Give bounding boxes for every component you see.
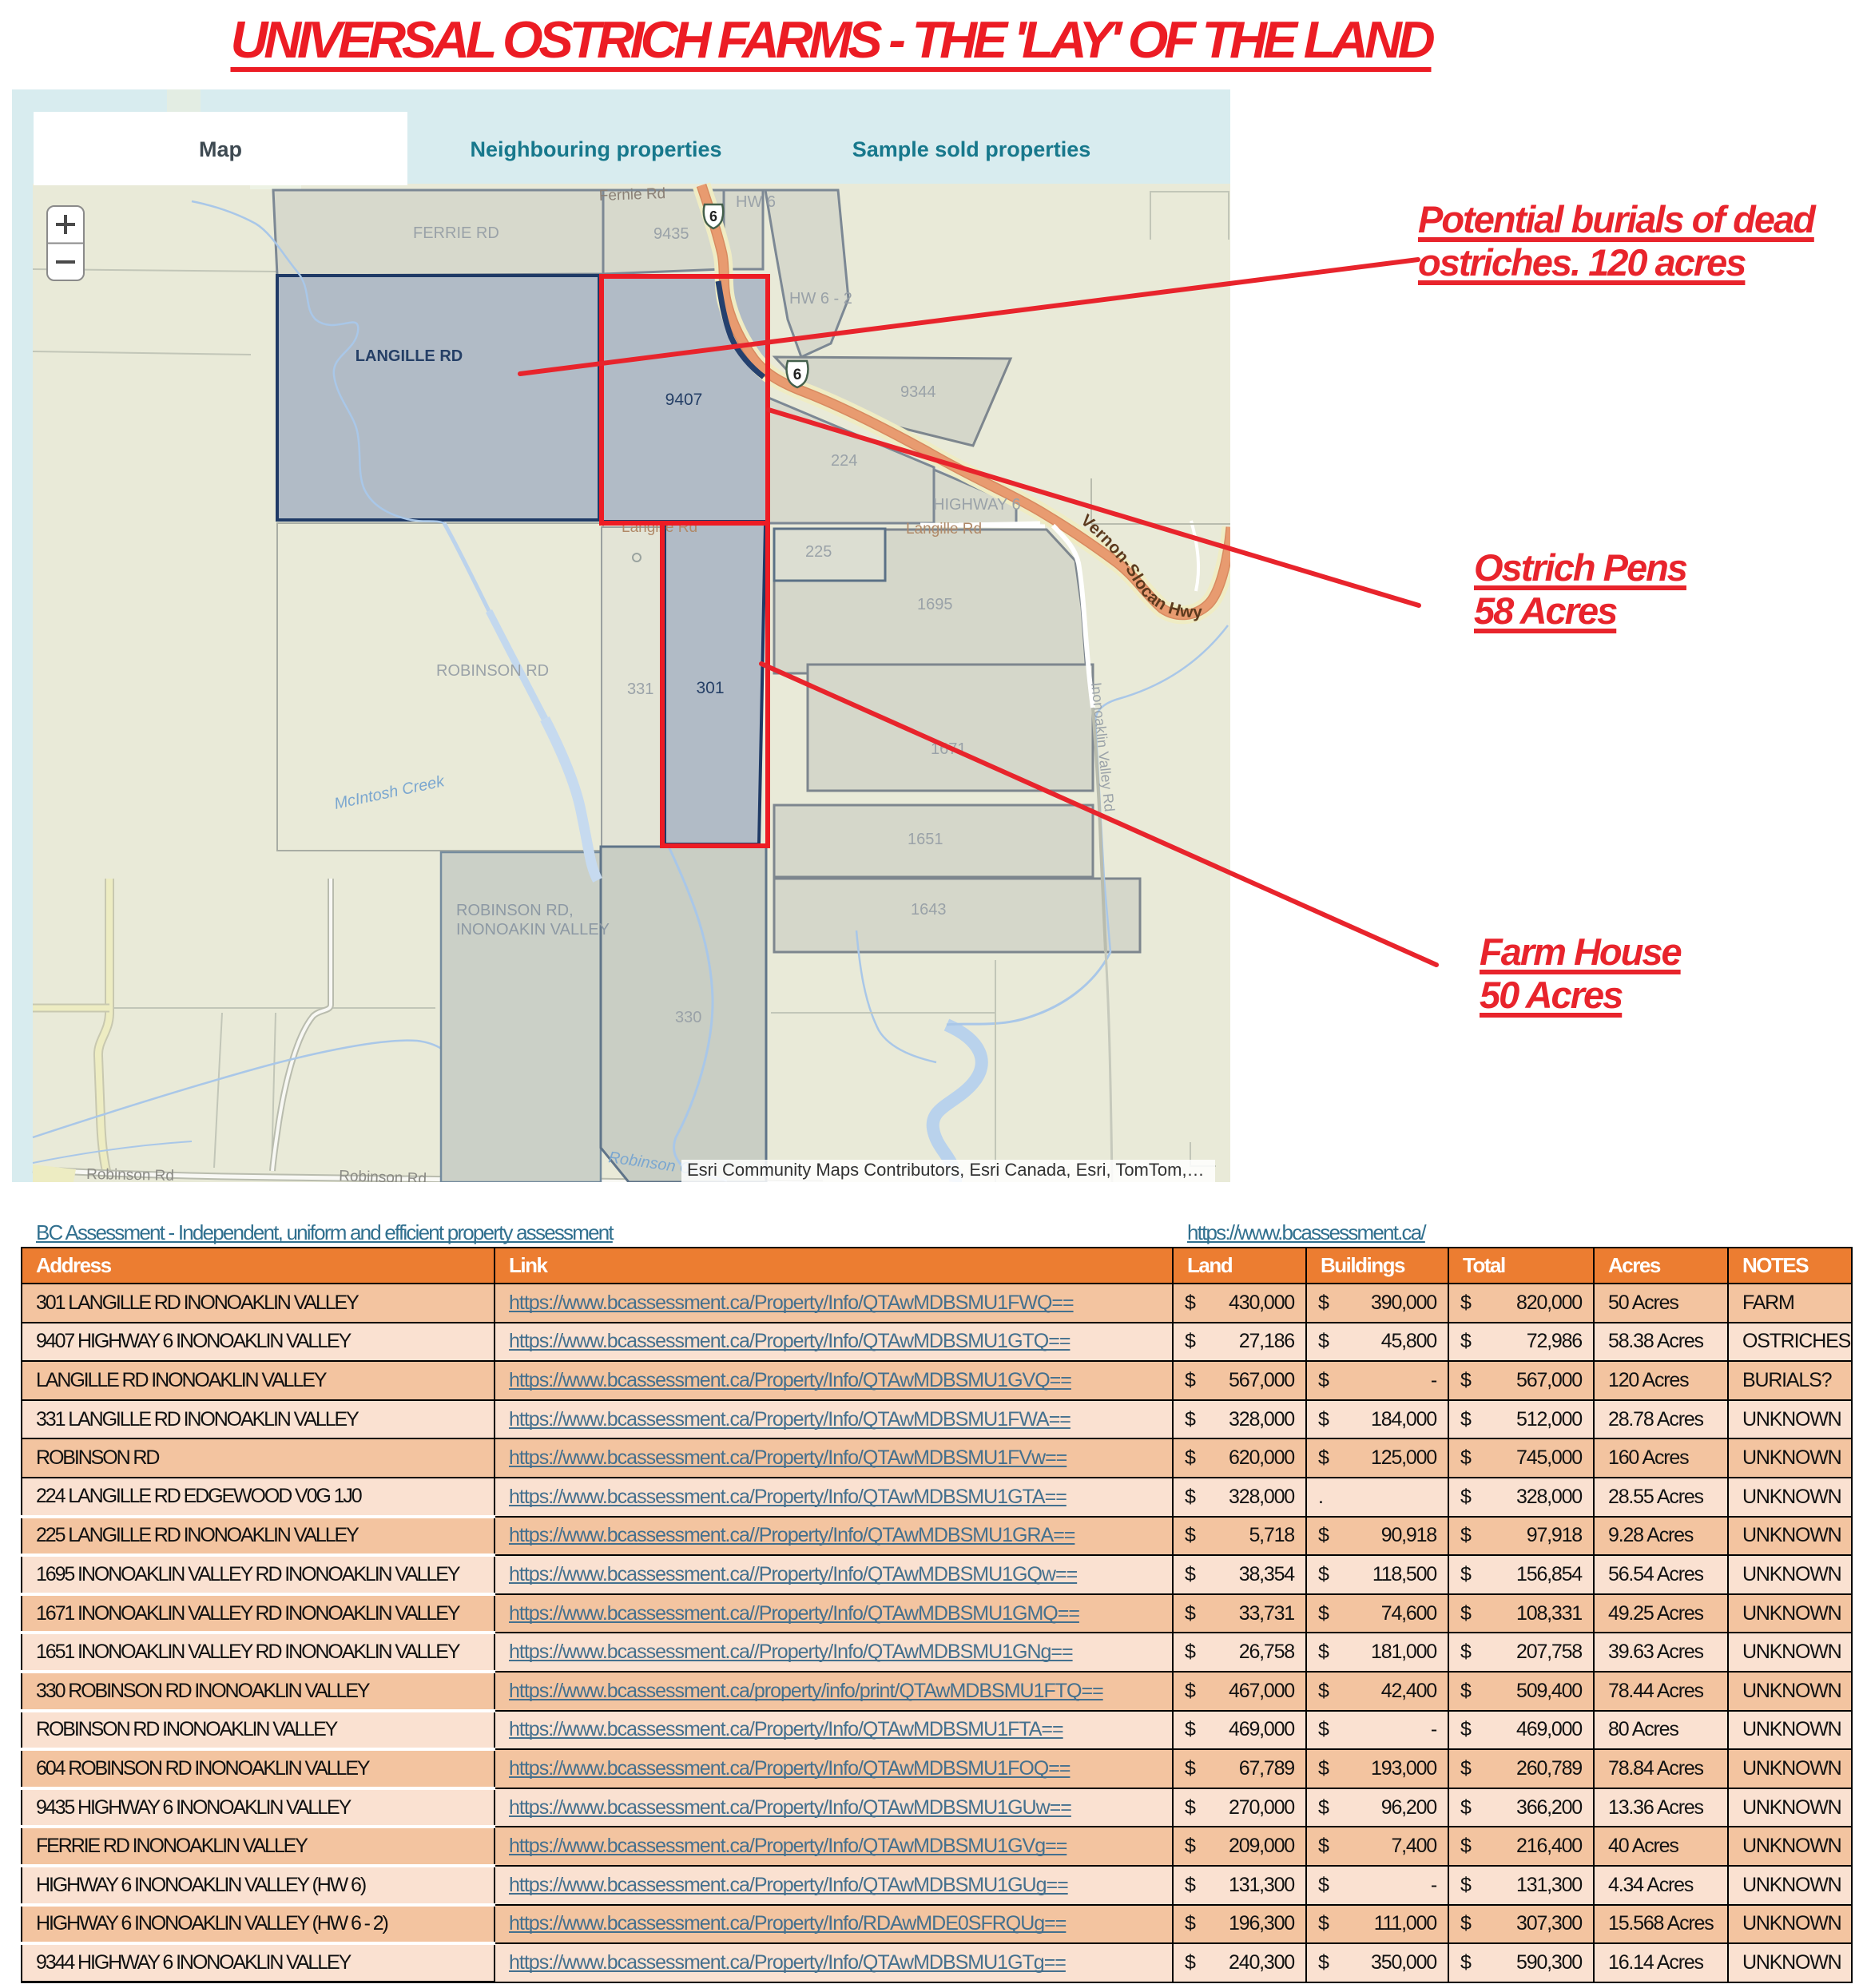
svg-text:HW 6 - 2: HW 6 - 2 <box>789 290 852 308</box>
svg-text:Robinson Rd: Robinson Rd <box>339 1168 427 1182</box>
svg-text:HW 6: HW 6 <box>736 193 776 211</box>
svg-text:6: 6 <box>793 367 802 383</box>
svg-text:LANGILLE RD: LANGILLE RD <box>356 347 463 365</box>
svg-text:1695: 1695 <box>917 596 953 613</box>
svg-text:HIGHWAY 6: HIGHWAY 6 <box>933 496 1021 514</box>
svg-text:Map: Map <box>199 137 242 161</box>
svg-text:224: 224 <box>831 452 857 470</box>
svg-text:225: 225 <box>805 543 832 561</box>
svg-text:Robinson Rd: Robinson Rd <box>86 1166 174 1182</box>
svg-text:9407: 9407 <box>665 391 703 409</box>
svg-text:331: 331 <box>627 681 653 698</box>
svg-text:1671: 1671 <box>931 740 967 758</box>
svg-text:301: 301 <box>696 679 724 697</box>
svg-text:1651: 1651 <box>908 831 943 848</box>
svg-text:Langille Rd: Langille Rd <box>906 521 982 538</box>
svg-text:Fernie Rd: Fernie Rd <box>598 185 665 204</box>
svg-text:9344: 9344 <box>900 383 936 401</box>
svg-text:6: 6 <box>709 208 717 224</box>
svg-text:ROBINSON RD,: ROBINSON RD, <box>456 902 574 919</box>
svg-text:Neighbouring properties: Neighbouring properties <box>470 137 721 161</box>
svg-text:Esri Community Maps Contributo: Esri Community Maps Contributors, Esri C… <box>687 1160 1205 1180</box>
svg-text:330: 330 <box>675 1009 701 1026</box>
svg-text:FERRIE RD: FERRIE RD <box>413 224 499 242</box>
svg-text:9435: 9435 <box>653 225 689 243</box>
svg-text:Sample sold properties: Sample sold properties <box>852 137 1091 161</box>
svg-text:ROBINSON RD: ROBINSON RD <box>436 662 549 680</box>
svg-text:INONOAKIN VALLEY: INONOAKIN VALLEY <box>456 921 610 938</box>
svg-text:1643: 1643 <box>911 901 947 919</box>
